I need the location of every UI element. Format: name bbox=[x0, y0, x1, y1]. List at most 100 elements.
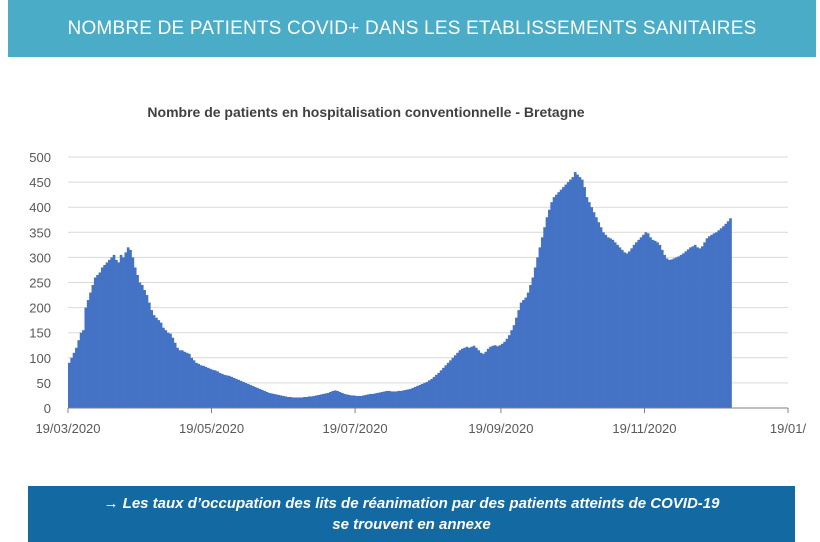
bar bbox=[260, 389, 264, 408]
bar bbox=[220, 373, 224, 408]
bar bbox=[658, 244, 662, 408]
bar bbox=[599, 227, 603, 408]
bar bbox=[232, 377, 236, 408]
bar bbox=[517, 310, 521, 408]
bar bbox=[519, 302, 523, 408]
bar bbox=[303, 396, 306, 408]
bar bbox=[432, 376, 436, 408]
bar bbox=[197, 363, 201, 408]
bar bbox=[230, 376, 234, 408]
bar bbox=[729, 218, 732, 408]
bar bbox=[460, 348, 464, 408]
bar bbox=[409, 388, 412, 408]
bar bbox=[145, 295, 149, 408]
bar bbox=[178, 350, 182, 408]
bar bbox=[82, 330, 85, 408]
bar bbox=[402, 390, 405, 408]
y-tick-label: 150 bbox=[29, 326, 51, 341]
bar bbox=[256, 387, 259, 408]
bar bbox=[583, 187, 586, 408]
bar bbox=[609, 238, 612, 408]
bar bbox=[105, 262, 109, 408]
bar bbox=[209, 368, 212, 408]
y-tick-label: 300 bbox=[29, 250, 51, 265]
bar bbox=[493, 345, 497, 408]
x-tick-label: 19/05/2020 bbox=[179, 421, 244, 436]
bar bbox=[249, 384, 252, 408]
bar bbox=[345, 394, 349, 408]
bar bbox=[423, 382, 426, 408]
bar bbox=[710, 234, 714, 408]
bar bbox=[442, 367, 445, 408]
bar bbox=[543, 227, 546, 408]
bar bbox=[649, 237, 652, 408]
bar bbox=[468, 347, 471, 408]
bar bbox=[420, 383, 424, 408]
bar bbox=[573, 172, 577, 408]
bar bbox=[89, 292, 92, 408]
bar bbox=[68, 362, 71, 408]
bar bbox=[364, 394, 368, 408]
bar bbox=[162, 327, 165, 408]
bar bbox=[404, 389, 408, 408]
bar bbox=[508, 335, 511, 408]
bar bbox=[475, 347, 478, 408]
bar bbox=[656, 242, 659, 408]
bar bbox=[470, 346, 474, 408]
bar bbox=[719, 228, 723, 408]
bar bbox=[531, 277, 535, 408]
bar bbox=[388, 390, 391, 408]
bar bbox=[489, 346, 492, 408]
bar bbox=[397, 390, 401, 408]
bar bbox=[115, 259, 118, 408]
bar bbox=[340, 392, 344, 408]
bar bbox=[265, 391, 269, 408]
bar bbox=[352, 395, 356, 408]
bar bbox=[538, 247, 542, 408]
bar bbox=[399, 390, 403, 408]
x-tick-label: 19/03/2020 bbox=[35, 421, 100, 436]
bar bbox=[79, 332, 83, 408]
bar bbox=[218, 372, 222, 408]
bar bbox=[529, 285, 532, 408]
bar bbox=[524, 297, 528, 408]
bar bbox=[500, 343, 504, 408]
bar bbox=[190, 357, 194, 408]
bar bbox=[70, 357, 74, 408]
bar bbox=[338, 391, 342, 408]
bar bbox=[684, 251, 688, 408]
bar bbox=[651, 239, 655, 408]
bar bbox=[653, 240, 657, 408]
bar bbox=[343, 393, 346, 408]
bar bbox=[413, 386, 417, 408]
bar bbox=[620, 249, 624, 408]
bar bbox=[223, 374, 226, 408]
bar bbox=[150, 310, 154, 408]
bar bbox=[355, 395, 358, 408]
bar bbox=[679, 254, 683, 408]
bar bbox=[291, 397, 295, 408]
bar bbox=[91, 285, 95, 408]
bar bbox=[566, 182, 570, 408]
page-banner: NOMBRE DE PATIENTS COVID+ DANS LES ETABL… bbox=[8, 0, 816, 57]
bar bbox=[277, 394, 281, 408]
bar bbox=[691, 246, 695, 408]
bar bbox=[623, 252, 626, 408]
bar bbox=[505, 338, 509, 408]
bar bbox=[124, 252, 128, 408]
bar bbox=[143, 290, 146, 408]
bar bbox=[428, 380, 431, 408]
bar bbox=[263, 390, 266, 408]
bar bbox=[486, 348, 490, 408]
bar bbox=[477, 350, 481, 408]
bar bbox=[557, 192, 561, 408]
bar bbox=[660, 249, 664, 408]
bar bbox=[72, 352, 76, 408]
bar bbox=[322, 393, 325, 408]
bar bbox=[616, 244, 619, 408]
bar bbox=[597, 222, 601, 408]
bar bbox=[595, 217, 598, 408]
bar bbox=[108, 259, 111, 408]
bar bbox=[451, 357, 455, 408]
bar bbox=[284, 396, 288, 408]
